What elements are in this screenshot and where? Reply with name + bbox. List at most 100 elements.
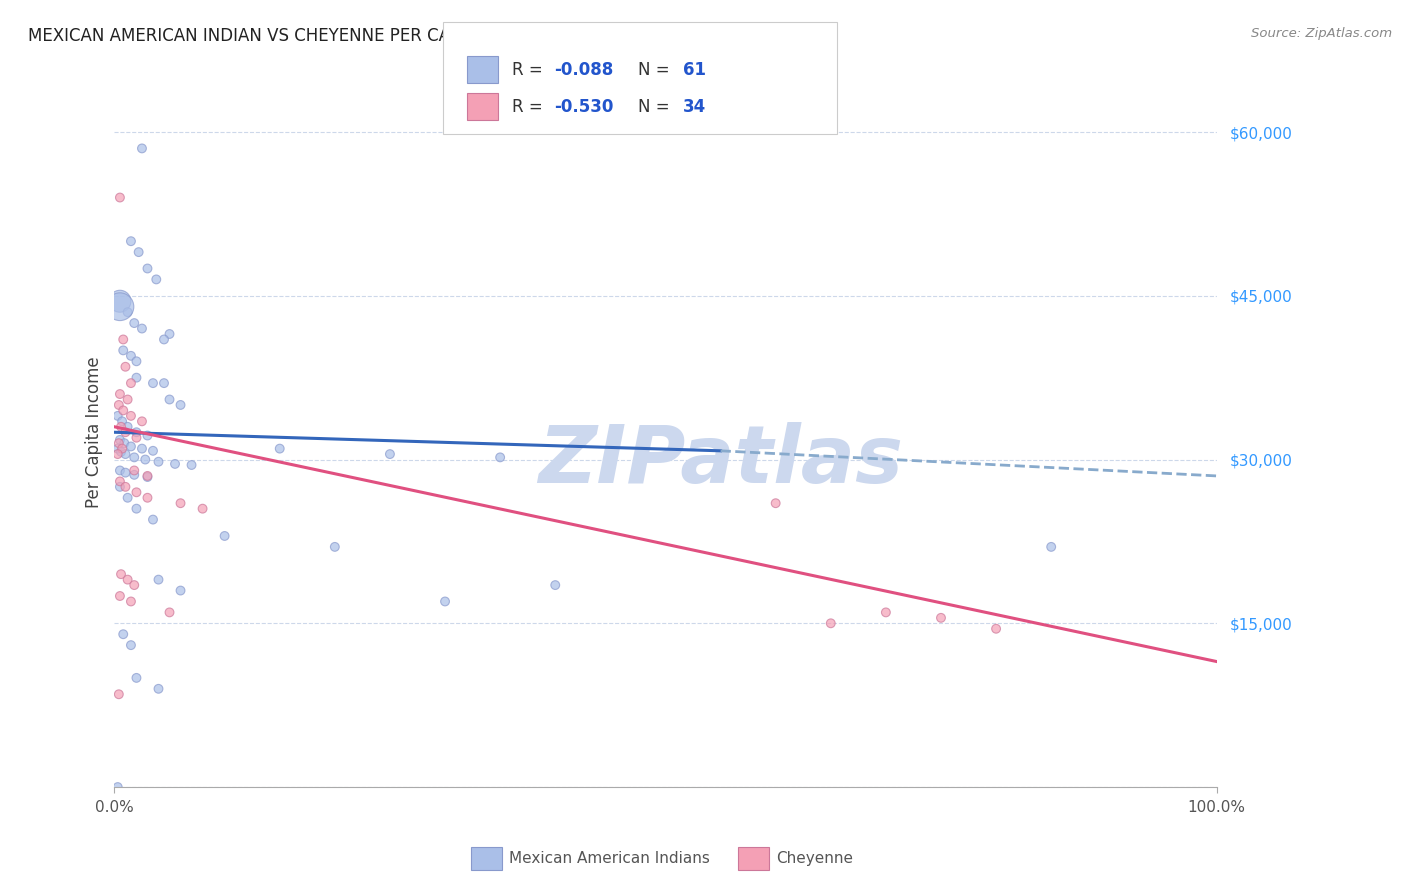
Point — [120, 376, 142, 391]
Point — [108, 463, 131, 477]
Point — [875, 606, 897, 620]
Point — [112, 627, 135, 641]
Point — [131, 141, 153, 155]
Point — [820, 616, 842, 631]
Point — [128, 245, 150, 260]
Point — [434, 594, 457, 608]
Point — [112, 333, 135, 347]
Point — [125, 485, 148, 500]
Text: 61: 61 — [683, 61, 706, 78]
Point — [136, 428, 159, 442]
Point — [765, 496, 787, 510]
Point — [117, 573, 139, 587]
Point — [148, 681, 170, 696]
Text: Mexican American Indians: Mexican American Indians — [509, 851, 710, 865]
Y-axis label: Per Capita Income: Per Capita Income — [86, 357, 103, 508]
Point — [107, 780, 129, 794]
Point — [114, 466, 136, 480]
Point — [120, 349, 142, 363]
Point — [163, 457, 186, 471]
Point — [131, 321, 153, 335]
Point — [112, 343, 135, 358]
Point — [131, 442, 153, 456]
Point — [269, 442, 291, 456]
Point — [180, 458, 202, 472]
Point — [378, 447, 401, 461]
Point — [108, 398, 131, 412]
Point — [108, 300, 131, 314]
Text: N =: N = — [638, 61, 675, 78]
Point — [108, 480, 131, 494]
Point — [169, 496, 191, 510]
Point — [148, 455, 170, 469]
Point — [148, 573, 170, 587]
Point — [110, 567, 132, 582]
Point — [191, 501, 214, 516]
Point — [145, 272, 167, 286]
Point — [108, 190, 131, 204]
Text: 34: 34 — [683, 98, 707, 116]
Point — [134, 452, 156, 467]
Point — [122, 316, 145, 330]
Point — [142, 443, 165, 458]
Point — [214, 529, 236, 543]
Point — [120, 409, 142, 423]
Point — [114, 425, 136, 440]
Text: R =: R = — [512, 98, 548, 116]
Point — [142, 512, 165, 526]
Point — [122, 578, 145, 592]
Text: ZIPatlas: ZIPatlas — [538, 422, 903, 500]
Point — [136, 469, 159, 483]
Point — [125, 354, 148, 368]
Point — [136, 261, 159, 276]
Point — [544, 578, 567, 592]
Point — [117, 491, 139, 505]
Point — [108, 294, 131, 309]
Point — [108, 687, 131, 701]
Point — [159, 392, 181, 407]
Text: Source: ZipAtlas.com: Source: ZipAtlas.com — [1251, 27, 1392, 40]
Point — [107, 447, 129, 461]
Point — [125, 425, 148, 440]
Point — [131, 414, 153, 428]
Point — [169, 583, 191, 598]
Point — [142, 376, 165, 391]
Point — [929, 611, 952, 625]
Point — [108, 589, 131, 603]
Point — [1040, 540, 1063, 554]
Point — [120, 234, 142, 248]
Point — [122, 467, 145, 482]
Point — [153, 376, 176, 391]
Point — [159, 606, 181, 620]
Point — [122, 450, 145, 465]
Point — [111, 442, 134, 456]
Point — [112, 403, 135, 417]
Point — [111, 414, 134, 428]
Point — [120, 594, 142, 608]
Point — [114, 480, 136, 494]
Point — [136, 470, 159, 484]
Text: N =: N = — [638, 98, 675, 116]
Point — [120, 638, 142, 652]
Point — [107, 442, 129, 456]
Point — [153, 333, 176, 347]
Point — [159, 326, 181, 341]
Point — [108, 433, 131, 447]
Text: R =: R = — [512, 61, 548, 78]
Text: -0.088: -0.088 — [554, 61, 613, 78]
Point — [323, 540, 346, 554]
Point — [107, 409, 129, 423]
Point — [108, 387, 131, 401]
Point — [120, 439, 142, 453]
Point — [125, 431, 148, 445]
Point — [984, 622, 1007, 636]
Point — [125, 370, 148, 384]
Point — [114, 359, 136, 374]
Text: -0.530: -0.530 — [554, 98, 613, 116]
Point — [125, 501, 148, 516]
Text: Cheyenne: Cheyenne — [776, 851, 853, 865]
Point — [108, 475, 131, 489]
Point — [117, 392, 139, 407]
Point — [169, 398, 191, 412]
Point — [112, 436, 135, 450]
